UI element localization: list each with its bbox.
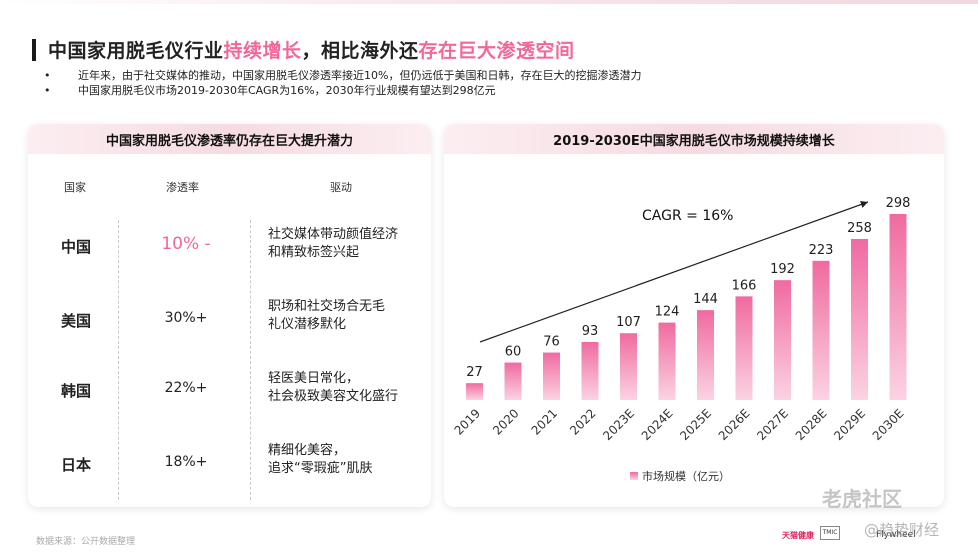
col-header-rate: 渗透率 <box>166 181 199 194</box>
country-cell: 日本 <box>60 456 91 474</box>
legend-swatch <box>630 472 638 480</box>
column-divider <box>250 220 251 500</box>
bullet-dot-icon: • <box>44 84 51 97</box>
tmall-health-logo: 天猫健康 <box>782 531 814 540</box>
bar-2028E <box>812 260 830 400</box>
driver-line: 追求“零瑕疵”肌肤 <box>268 461 373 476</box>
data-label: 192 <box>770 262 795 277</box>
x-tick-label: 2029E <box>831 406 868 443</box>
bar-2024E <box>658 322 676 400</box>
rate-cell: 10% - <box>161 234 211 254</box>
data-label: 27 <box>466 365 483 380</box>
driver-cell: 职场和社交场合无毛 礼仪潜移默化 <box>268 298 428 334</box>
column-divider <box>118 220 119 500</box>
bar-2025E <box>697 310 714 400</box>
x-tick-label: 2026E <box>716 406 753 443</box>
driver-cell: 社交媒体带动颜值经济 和精致标签兴起 <box>268 226 428 262</box>
data-source-note: 数据来源：公开数据整理 <box>36 537 136 547</box>
bullet-item: • 中国家用脱毛仪市场2019-2030年CAGR为16%，2030年行业规模有望… <box>44 83 641 98</box>
x-tick-label: 2024E <box>639 406 676 443</box>
watermark-trend-finance: @趋势财经 <box>864 521 940 539</box>
title-part-b: 持续增长 <box>223 40 302 62</box>
bar-2027E <box>774 280 791 400</box>
bullet-item: • 近年来，由于社交媒体的推动，中国家用脱毛仪渗透率接近10%，但仍远低于美国和日… <box>44 68 641 83</box>
bullet-dot-icon: • <box>44 69 51 82</box>
summary-bullets: • 近年来，由于社交媒体的推动，中国家用脱毛仪渗透率接近10%，但仍远低于美国和日… <box>44 68 641 98</box>
data-label: 258 <box>847 221 872 236</box>
bullet-text: 近年来，由于社交媒体的推动，中国家用脱毛仪渗透率接近10%，但仍远低于美国和日韩… <box>78 69 642 82</box>
flywheel-logo: Flywheel <box>876 530 916 540</box>
data-label: 298 <box>886 196 911 211</box>
bar-2023E <box>620 333 637 400</box>
data-label: 144 <box>693 292 718 307</box>
country-cell: 韩国 <box>60 382 91 400</box>
bar-2026E <box>735 296 753 400</box>
cagr-annotation: CAGR = 16% <box>642 208 733 224</box>
bar-2019 <box>466 383 483 400</box>
x-tick-label: 2028E <box>793 406 830 443</box>
country-cell: 美国 <box>60 312 91 330</box>
rate-cell: 18%+ <box>164 454 208 470</box>
col-header-country: 国家 <box>64 181 86 194</box>
driver-line: 社交媒体带动颜值经济 <box>268 227 399 242</box>
x-tick-label: 2022 <box>567 406 598 437</box>
title-part-a: 中国家用脱毛仪行业 <box>48 40 224 62</box>
x-tick-label: 2019 <box>452 406 483 437</box>
driver-line: 轻医美日常化， <box>268 371 360 386</box>
chart-legend: 市场规模（亿元） <box>630 469 730 483</box>
trend-arrow <box>479 201 869 343</box>
bar-2022 <box>581 341 599 400</box>
page-title: 中国家用脱毛仪行业持续增长，相比海外还存在巨大渗透空间 <box>32 36 575 63</box>
driver-line: 和精致标签兴起 <box>268 245 360 260</box>
title-part-c: ，相比海外还 <box>301 40 419 62</box>
data-label: 107 <box>616 315 641 330</box>
tmic-logo: TMIC <box>820 526 840 540</box>
legend-label: 市场规模（亿元） <box>642 469 730 483</box>
x-tick-label: 2023E <box>600 406 637 443</box>
country-cell: 中国 <box>60 238 91 256</box>
rate-cell: 22%+ <box>164 380 208 396</box>
driver-cell: 精细化美容， 追求“零瑕疵”肌肤 <box>268 442 428 478</box>
top-decoration-band <box>0 0 978 4</box>
bar-2029E <box>851 238 868 400</box>
bar-2030E <box>889 214 907 400</box>
driver-cell: 轻医美日常化， 社会极致美容文化盛行 <box>268 370 428 406</box>
market-size-panel: 2019-2030E中国家用脱毛仪市场规模持续增长 27 60 76 93 107 124… <box>444 124 944 507</box>
driver-line: 礼仪潜移默化 <box>268 317 347 332</box>
x-tick-label: 2020 <box>490 406 521 437</box>
bar-2020 <box>504 362 522 400</box>
col-header-driver: 驱动 <box>330 181 352 194</box>
bar-2021 <box>543 352 560 400</box>
data-label: 223 <box>809 243 834 258</box>
driver-line: 社会极致美容文化盛行 <box>268 389 399 404</box>
data-label: 93 <box>582 324 599 339</box>
penetration-panel: 中国家用脱毛仪渗透率仍存在巨大提升潜力 国家 渗透率 驱动 中国 10% - 社… <box>28 124 431 507</box>
title-part-d: 存在巨大渗透空间 <box>418 40 575 62</box>
rate-cell: 30%+ <box>164 310 208 326</box>
driver-line: 精细化美容， <box>268 443 347 458</box>
x-tick-label: 2025E <box>677 406 714 443</box>
watermark-tiger-community: 老虎社区 <box>822 487 902 511</box>
title-accent-bar <box>32 38 36 61</box>
x-tick-label: 2030E <box>870 406 907 443</box>
penetration-panel-title: 中国家用脱毛仪渗透率仍存在巨大提升潜力 <box>28 124 431 154</box>
driver-line: 职场和社交场合无毛 <box>268 299 386 314</box>
x-tick-label: 2021 <box>529 406 560 437</box>
data-label: 60 <box>505 345 522 360</box>
bullet-text: 中国家用脱毛仪市场2019-2030年CAGR为16%，2030年行业规模有望达… <box>78 84 496 97</box>
data-label: 166 <box>732 278 757 293</box>
chart-title: 2019-2030E中国家用脱毛仪市场规模持续增长 <box>444 124 944 154</box>
data-label: 124 <box>655 305 680 320</box>
data-label: 76 <box>543 335 560 350</box>
title-text: 中国家用脱毛仪行业持续增长，相比海外还存在巨大渗透空间 <box>48 36 575 63</box>
x-tick-label: 2027E <box>754 406 791 443</box>
